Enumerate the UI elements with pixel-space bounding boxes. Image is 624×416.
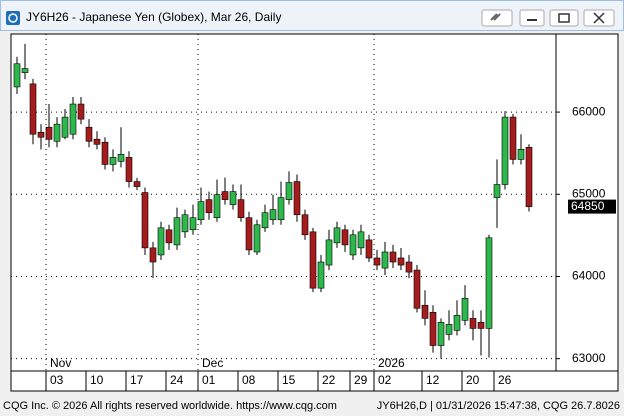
candle-body: [149, 247, 157, 263]
candle-body: [293, 181, 301, 216]
x-tick-label: 24: [170, 373, 184, 387]
window-title: JY6H26 - Japanese Yen (Globex), Mar 26, …: [26, 10, 281, 24]
last-price-box: [568, 199, 616, 214]
y-tick-label: 65000: [572, 186, 606, 200]
y-tick-label: 66000: [572, 104, 606, 118]
candle-body: [117, 154, 125, 162]
candle-body: [453, 315, 461, 331]
candle-body: [493, 184, 501, 198]
candle-body: [309, 231, 317, 289]
candle-body: [157, 227, 165, 256]
candle-body: [237, 199, 245, 219]
candle-body: [397, 257, 405, 266]
app-icon: [6, 11, 20, 25]
candle-body: [53, 123, 61, 142]
candle-body: [69, 103, 77, 135]
x-tick-label: 17: [130, 373, 144, 387]
month-label: 2026: [378, 356, 405, 370]
x-tick-label: 08: [242, 373, 256, 387]
candle-body: [501, 116, 509, 185]
candle-body: [429, 312, 437, 346]
candle-body: [189, 217, 197, 231]
candle-body: [373, 257, 381, 266]
candle-body: [197, 201, 205, 221]
month-label: Dec: [202, 356, 223, 370]
candle-body: [517, 149, 525, 160]
candle-body: [141, 192, 149, 249]
y-tick-label: 64000: [572, 269, 606, 283]
x-tick-label: 03: [50, 373, 64, 387]
status-left: CQG Inc. © 2026 All rights reserved worl…: [3, 400, 337, 412]
x-tick-label: 15: [282, 373, 296, 387]
candle-body: [485, 237, 493, 329]
x-tick-label: 29: [354, 373, 368, 387]
candle-body: [29, 83, 37, 135]
x-tick-label: 01: [202, 373, 216, 387]
candle-body: [285, 182, 293, 200]
candle-body: [45, 126, 53, 140]
candle-body: [21, 68, 29, 73]
close-button[interactable]: [583, 9, 615, 27]
status-right: JY6H26,D | 01/31/2026 15:47:38, CQG 26.7…: [377, 400, 620, 412]
x-tick-label: 02: [378, 373, 392, 387]
candle-body: [133, 181, 141, 187]
candle-body: [365, 239, 373, 259]
candle-body: [261, 212, 269, 229]
candle-body: [413, 269, 421, 309]
candle-body: [333, 227, 341, 244]
candle-body: [325, 239, 333, 266]
candle-body: [469, 318, 477, 329]
minimize-button[interactable]: [519, 9, 545, 27]
candle-body: [341, 229, 349, 246]
candle-body: [205, 199, 213, 213]
candle-body: [229, 191, 237, 205]
candle-body: [253, 224, 261, 253]
candle-body: [381, 251, 389, 269]
app-icon-glyph: [8, 13, 18, 23]
candle-body: [349, 234, 357, 256]
candle-body: [165, 229, 173, 244]
candle-body: [509, 116, 517, 160]
candle-body: [525, 146, 533, 207]
candle-body: [477, 322, 485, 329]
candle-body: [357, 231, 365, 249]
candle-body: [317, 261, 325, 289]
x-tick-label: 20: [466, 373, 480, 387]
y-tick-label: 63000: [572, 351, 606, 365]
x-tick-label: 10: [90, 373, 104, 387]
month-label: Nov: [50, 356, 71, 370]
candle-body: [181, 214, 189, 233]
link-button[interactable]: [481, 9, 513, 27]
candle-body: [221, 191, 229, 200]
candle-body: [245, 217, 253, 251]
date-axis: [10, 370, 619, 392]
candle-body: [173, 217, 181, 246]
candle-body: [125, 157, 133, 182]
candle-body: [269, 209, 277, 221]
candle-body: [101, 141, 109, 165]
candle-body: [389, 251, 397, 263]
candle-body: [109, 157, 117, 165]
candle-body: [93, 138, 101, 145]
candle-body: [301, 214, 309, 236]
candle-body: [213, 194, 221, 219]
candle-body: [461, 297, 469, 321]
x-tick-label: 22: [322, 373, 336, 387]
candle-body: [85, 126, 93, 142]
candle-body: [437, 322, 445, 346]
maximize-button[interactable]: [549, 9, 579, 27]
candle-body: [37, 131, 45, 138]
candle-body: [277, 197, 285, 221]
candle-body: [405, 261, 413, 273]
x-tick-label: 12: [426, 373, 440, 387]
candle-body: [13, 63, 21, 88]
last-price-label: 64850: [571, 199, 605, 213]
x-tick-label: 26: [498, 373, 512, 387]
candle-body: [421, 304, 429, 319]
candle-body: [61, 116, 69, 138]
candle-body: [445, 324, 453, 335]
candle-body: [77, 103, 85, 120]
